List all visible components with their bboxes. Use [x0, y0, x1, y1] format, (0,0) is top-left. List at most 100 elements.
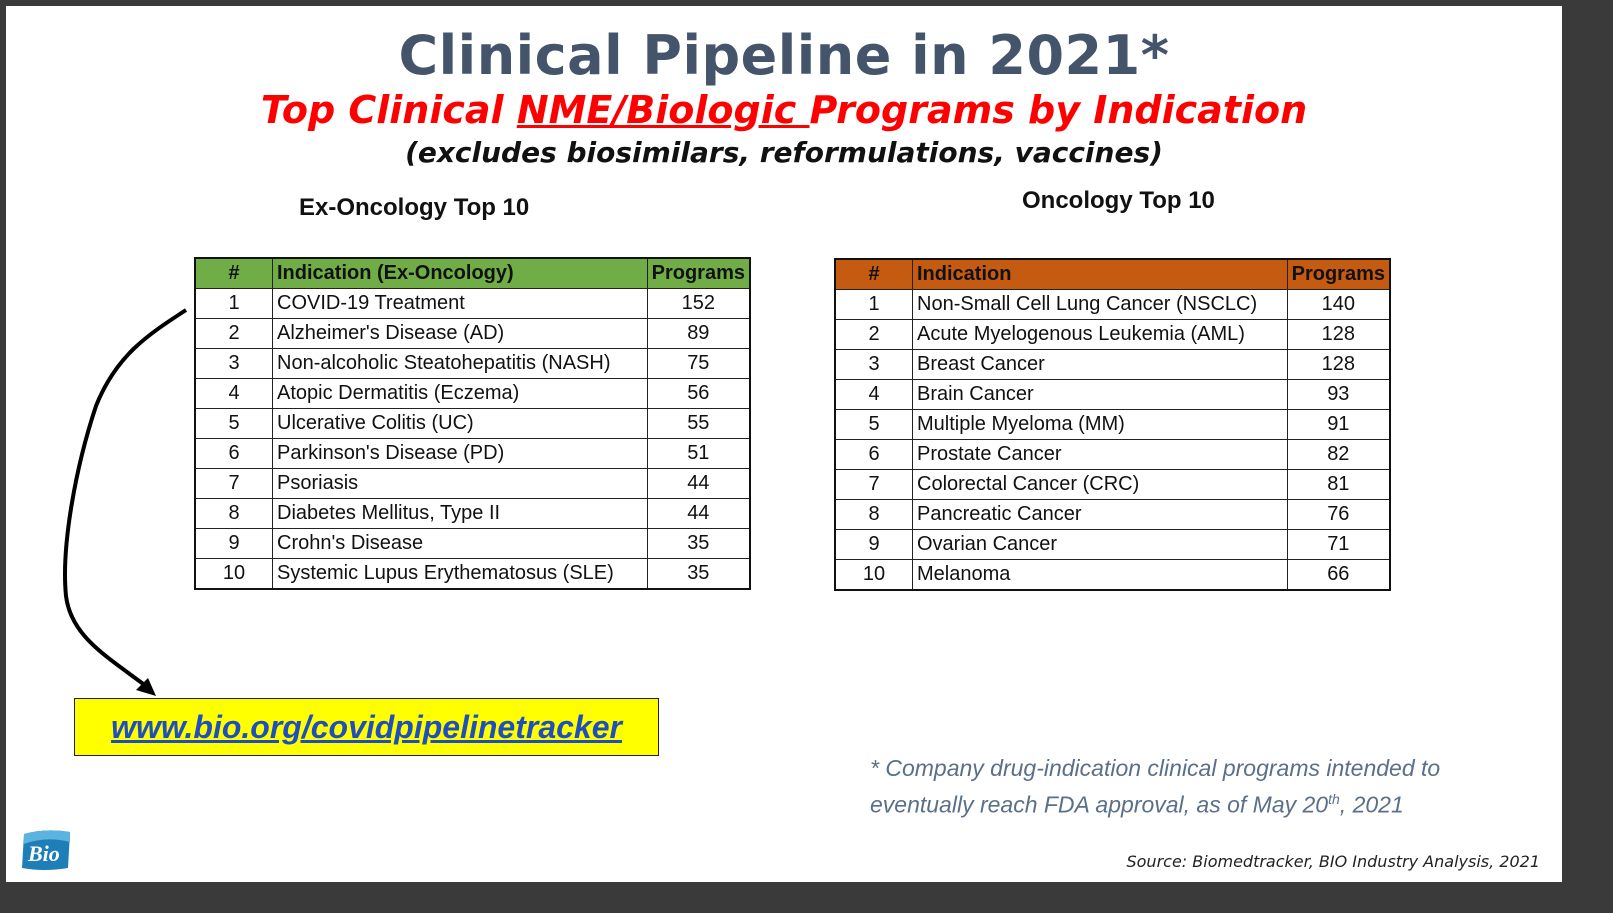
table-row: 1 Non-Small Cell Lung Cancer (NSCLC) 140: [834, 289, 1391, 320]
indication-cell: Non-Small Cell Lung Cancer (NSCLC): [912, 289, 1288, 320]
rank-cell: 7: [834, 469, 913, 500]
rank-cell: 3: [194, 348, 273, 379]
column-header-number: #: [834, 258, 913, 290]
programs-cell: 81: [1286, 469, 1391, 500]
subtitle-part-1: Top Clinical: [260, 88, 517, 132]
indication-cell: COVID-19 Treatment: [272, 288, 648, 319]
programs-cell: 128: [1286, 349, 1391, 380]
programs-cell: 152: [646, 288, 751, 319]
programs-cell: 51: [646, 438, 751, 469]
rank-cell: 1: [194, 288, 273, 319]
column-header-indication: Indication: [912, 258, 1288, 290]
footnote-line-2-end: , 2021: [1339, 791, 1404, 818]
programs-cell: 35: [646, 528, 751, 559]
indication-cell: Non-alcoholic Steatohepatitis (NASH): [272, 348, 648, 379]
table-header-row: # Indication Programs: [834, 258, 1391, 290]
indication-cell: Melanoma: [912, 559, 1288, 591]
programs-cell: 75: [646, 348, 751, 379]
rank-cell: 9: [834, 529, 913, 560]
subtitle-part-2: Programs by Indication: [809, 88, 1308, 132]
footnote-superscript: th: [1328, 791, 1340, 807]
logo-text: Bio: [27, 841, 60, 866]
table-row: 7 Colorectal Cancer (CRC) 81: [834, 469, 1391, 500]
table-row: 9 Ovarian Cancer 71: [834, 529, 1391, 560]
column-header-programs: Programs: [646, 257, 751, 289]
indication-cell: Multiple Myeloma (MM): [912, 409, 1288, 440]
subtitle-underlined: NME/Biologic: [516, 88, 810, 132]
rank-cell: 2: [194, 318, 273, 349]
table-row: 9 Crohn's Disease 35: [194, 528, 751, 559]
page-subtitle: Top Clinical NME/Biologic Programs by In…: [6, 88, 1562, 132]
programs-cell: 76: [1286, 499, 1391, 530]
indication-cell: Ovarian Cancer: [912, 529, 1288, 560]
programs-cell: 44: [646, 468, 751, 499]
table-row: 5 Multiple Myeloma (MM) 91: [834, 409, 1391, 440]
table-row: 4 Atopic Dermatitis (Eczema) 56: [194, 378, 751, 409]
indication-cell: Prostate Cancer: [912, 439, 1288, 470]
indication-cell: Acute Myelogenous Leukemia (AML): [912, 319, 1288, 350]
table-row: 10 Systemic Lupus Erythematosus (SLE) 35: [194, 558, 751, 590]
ex-oncology-table: # Indication (Ex-Oncology) Programs 1 COV…: [194, 257, 751, 590]
source-note: Source: Biomedtracker, BIO Industry Anal…: [1126, 852, 1540, 871]
rank-cell: 10: [834, 559, 913, 591]
programs-cell: 140: [1286, 289, 1391, 320]
table-row: 3 Breast Cancer 128: [834, 349, 1391, 380]
programs-cell: 35: [646, 558, 751, 590]
oncology-table: # Indication Programs 1 Non-Small Cell Lu…: [834, 258, 1391, 591]
bio-logo-icon: Bio: [22, 830, 70, 870]
indication-cell: Pancreatic Cancer: [912, 499, 1288, 530]
slide: Clinical Pipeline in 2021* Top Clinical …: [6, 6, 1562, 882]
table-row: 6 Prostate Cancer 82: [834, 439, 1391, 470]
indication-cell: Diabetes Mellitus, Type II: [272, 498, 648, 529]
rank-cell: 8: [194, 498, 273, 529]
rank-cell: 7: [194, 468, 273, 499]
programs-cell: 89: [646, 318, 751, 349]
oncology-heading: Oncology Top 10: [1022, 187, 1215, 214]
rank-cell: 10: [194, 558, 273, 590]
indication-cell: Alzheimer's Disease (AD): [272, 318, 648, 349]
column-header-programs: Programs: [1286, 258, 1391, 290]
rank-cell: 2: [834, 319, 913, 350]
indication-cell: Ulcerative Colitis (UC): [272, 408, 648, 439]
rank-cell: 5: [194, 408, 273, 439]
table-row: 5 Ulcerative Colitis (UC) 55: [194, 408, 751, 439]
table-row: 10 Melanoma 66: [834, 559, 1391, 591]
rank-cell: 3: [834, 349, 913, 380]
indication-cell: Breast Cancer: [912, 349, 1288, 380]
table-row: 6 Parkinson's Disease (PD) 51: [194, 438, 751, 469]
table-row: 4 Brain Cancer 93: [834, 379, 1391, 410]
page-subtitle-note: (excludes biosimilars, reformulations, v…: [405, 136, 1163, 169]
rank-cell: 6: [194, 438, 273, 469]
indication-cell: Crohn's Disease: [272, 528, 648, 559]
programs-cell: 56: [646, 378, 751, 409]
programs-cell: 82: [1286, 439, 1391, 470]
footnote: * Company drug-indication clinical progr…: [870, 753, 1510, 821]
footnote-line-2-text: eventually reach FDA approval, as of May…: [870, 791, 1329, 818]
table-row: 8 Diabetes Mellitus, Type II 44: [194, 498, 751, 529]
table-row: 2 Acute Myelogenous Leukemia (AML) 128: [834, 319, 1391, 350]
table-row: 8 Pancreatic Cancer 76: [834, 499, 1391, 530]
programs-cell: 71: [1286, 529, 1391, 560]
tracker-link-box: www.bio.org/covidpipelinetracker: [74, 698, 659, 756]
rank-cell: 6: [834, 439, 913, 470]
rank-cell: 4: [834, 379, 913, 410]
ex-oncology-heading: Ex-Oncology Top 10: [299, 194, 530, 221]
table-row: 1 COVID-19 Treatment 152: [194, 288, 751, 319]
table-header-row: # Indication (Ex-Oncology) Programs: [194, 257, 751, 289]
rank-cell: 8: [834, 499, 913, 530]
programs-cell: 44: [646, 498, 751, 529]
indication-cell: Systemic Lupus Erythematosus (SLE): [272, 558, 648, 590]
column-header-indication: Indication (Ex-Oncology): [272, 257, 648, 289]
indication-cell: Brain Cancer: [912, 379, 1288, 410]
rank-cell: 5: [834, 409, 913, 440]
programs-cell: 128: [1286, 319, 1391, 350]
programs-cell: 91: [1286, 409, 1391, 440]
column-header-number: #: [194, 257, 273, 289]
table-row: 7 Psoriasis 44: [194, 468, 751, 499]
indication-cell: Psoriasis: [272, 468, 648, 499]
tracker-link[interactable]: www.bio.org/covidpipelinetracker: [111, 708, 622, 745]
table-row: 2 Alzheimer's Disease (AD) 89: [194, 318, 751, 349]
programs-cell: 66: [1286, 559, 1391, 591]
indication-cell: Parkinson's Disease (PD): [272, 438, 648, 469]
programs-cell: 55: [646, 408, 751, 439]
